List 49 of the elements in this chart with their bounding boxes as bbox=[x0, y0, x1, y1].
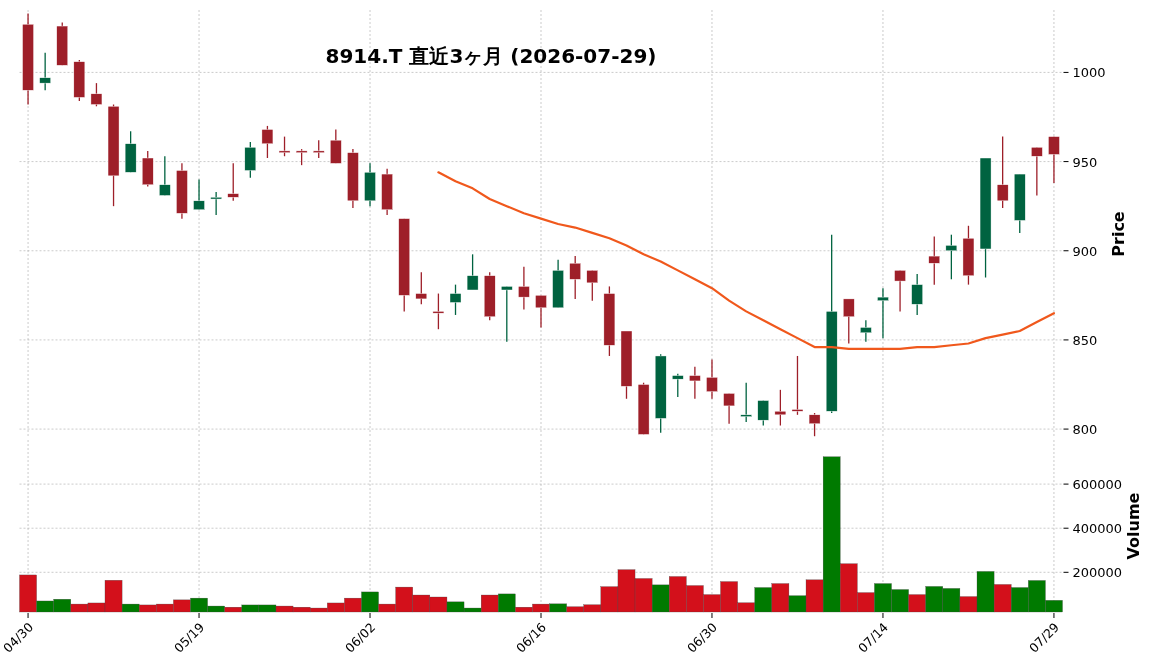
candlestick bbox=[791, 355, 804, 416]
candlestick bbox=[518, 266, 530, 311]
candlestick bbox=[740, 382, 752, 423]
candlestick bbox=[415, 271, 428, 305]
candlestick bbox=[808, 412, 821, 437]
candlestick bbox=[672, 373, 684, 398]
candlestick bbox=[996, 135, 1009, 209]
candlestick bbox=[466, 253, 479, 291]
candlestick bbox=[877, 287, 889, 339]
y-axis-title: Volume bbox=[1124, 492, 1143, 560]
y-tick-label: 850 bbox=[1072, 332, 1098, 348]
candlestick bbox=[569, 255, 581, 300]
candlestick bbox=[449, 283, 462, 316]
candlestick bbox=[860, 319, 872, 343]
candlestick bbox=[210, 191, 222, 216]
candlestick bbox=[261, 125, 274, 159]
candlestick bbox=[244, 141, 257, 179]
candlestick bbox=[432, 292, 445, 330]
candlestick bbox=[928, 235, 940, 286]
candlestick bbox=[774, 389, 787, 427]
y-axis-title: Price bbox=[1109, 211, 1128, 257]
y-tick-label: 1000 bbox=[1072, 65, 1106, 81]
candlestick bbox=[90, 82, 103, 107]
candlestick bbox=[911, 273, 923, 316]
candlestick bbox=[501, 285, 513, 343]
candlestick bbox=[586, 269, 598, 302]
candlestick bbox=[723, 392, 735, 425]
candlestick bbox=[843, 298, 855, 345]
y-tick-label: 800 bbox=[1072, 422, 1098, 438]
candlestick bbox=[330, 128, 342, 165]
y-tick-label: 400000 bbox=[1072, 521, 1123, 537]
candlestick bbox=[39, 52, 51, 91]
y-tick-label: 950 bbox=[1072, 154, 1098, 170]
text: 8914.T 直近3ヶ月 (2026-07-29) bbox=[325, 44, 657, 68]
candlestick bbox=[706, 358, 718, 400]
candlestick bbox=[159, 155, 171, 197]
candlestick bbox=[689, 366, 701, 400]
candlestick bbox=[278, 135, 291, 157]
candlestick bbox=[1048, 135, 1060, 184]
y-tick-label: 900 bbox=[1072, 243, 1098, 259]
y-tick-label: 200000 bbox=[1072, 565, 1123, 581]
y-tick-label: 600000 bbox=[1072, 477, 1123, 493]
candlestick bbox=[193, 178, 205, 211]
candlestick bbox=[894, 269, 906, 313]
candlestick bbox=[945, 234, 958, 280]
candlestick bbox=[535, 294, 547, 329]
candlestick bbox=[227, 162, 239, 202]
candlestick bbox=[757, 399, 769, 427]
candlestick bbox=[1031, 146, 1043, 197]
